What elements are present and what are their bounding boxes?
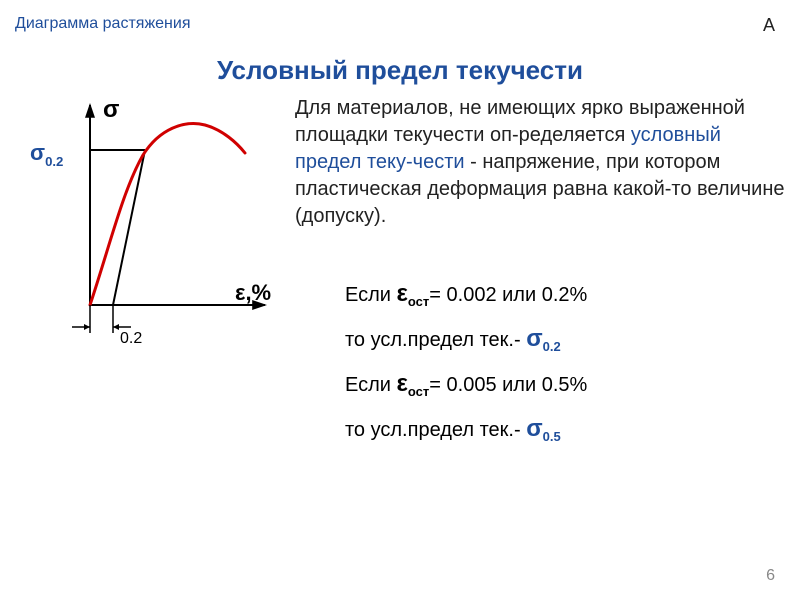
page-number-text: 6 <box>766 567 775 584</box>
diagram-svg: σ σ0.2 ε,% 0.2 <box>15 95 285 355</box>
condition-line-2: то усл.предел тек.- σ0.2 <box>345 325 785 354</box>
cond3-sym: ε <box>397 370 408 397</box>
condition-line-4: то усл.предел тек.- σ0.5 <box>345 415 785 444</box>
cond1-pre: Если <box>345 284 397 306</box>
cond1-post: = 0.002 или 0.2% <box>429 284 587 306</box>
cond2-sub: 0.2 <box>543 339 561 354</box>
cond3-pre: Если <box>345 374 397 396</box>
stress-strain-diagram: σ σ0.2 ε,% 0.2 <box>15 95 285 355</box>
cond3-post: = 0.005 или 0.5% <box>429 374 587 396</box>
svg-text:0.2: 0.2 <box>120 330 142 347</box>
cond2-sym: σ <box>526 325 542 352</box>
cond4-sym: σ <box>526 415 542 442</box>
svg-text:σ0.2: σ0.2 <box>30 140 63 169</box>
page-title: Условный предел текучести <box>0 55 800 86</box>
body-paragraph: Для материалов, не имеющих ярко выраженн… <box>295 95 785 230</box>
cond4-sub: 0.5 <box>543 429 561 444</box>
svg-text:σ: σ <box>103 96 119 123</box>
condition-line-3: Если εост= 0.005 или 0.5% <box>345 370 785 399</box>
header-left-text: Диаграмма растяжения <box>15 15 190 33</box>
cond3-sub: ост <box>408 384 429 399</box>
header-right-text: A <box>763 15 775 36</box>
header-right-label: A <box>763 15 775 35</box>
page-number: 6 <box>766 567 775 585</box>
cond1-sym: ε <box>397 280 408 307</box>
svg-text:ε,%: ε,% <box>235 280 271 305</box>
cond2-pre: то усл.предел тек.- <box>345 329 526 351</box>
title-text: Условный предел текучести <box>217 55 583 85</box>
header-left-label: Диаграмма растяжения <box>15 15 190 32</box>
cond4-pre: то усл.предел тек.- <box>345 419 526 441</box>
cond1-sub: ост <box>408 294 429 309</box>
condition-line-1: Если εост= 0.002 или 0.2% <box>345 280 785 309</box>
